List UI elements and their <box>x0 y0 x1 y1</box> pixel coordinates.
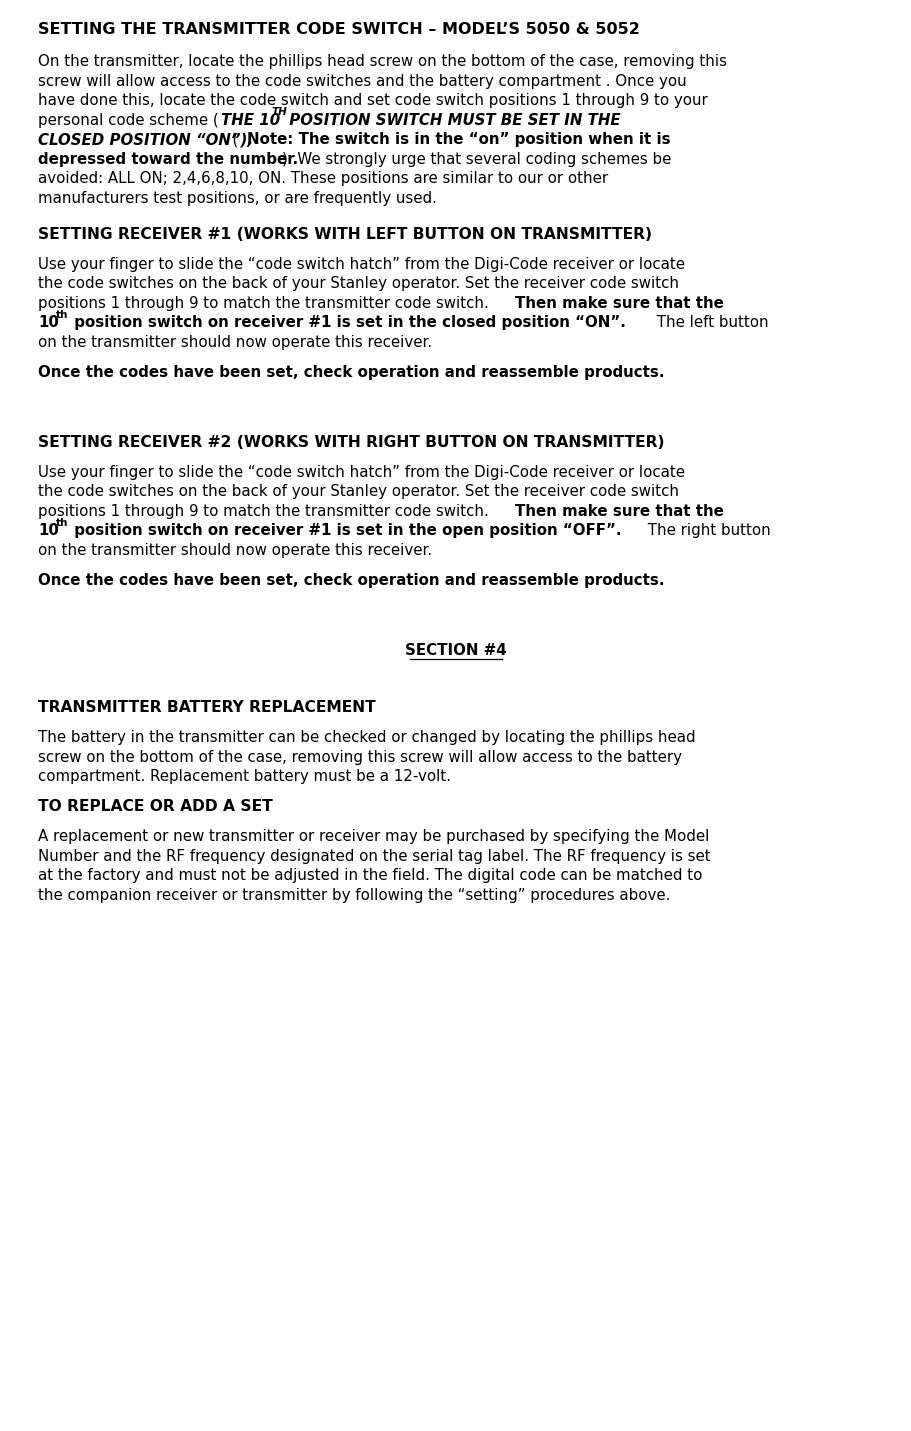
Text: avoided: ALL ON; 2,4,6,8,10, ON. These positions are similar to our or other: avoided: ALL ON; 2,4,6,8,10, ON. These p… <box>38 172 608 186</box>
Text: CLOSED POSITION “ON”),: CLOSED POSITION “ON”), <box>38 132 253 147</box>
Text: positions 1 through 9 to match the transmitter code switch.: positions 1 through 9 to match the trans… <box>38 296 493 311</box>
Text: 10: 10 <box>38 315 59 331</box>
Text: at the factory and must not be adjusted in the field. The digital code can be ma: at the factory and must not be adjusted … <box>38 869 701 883</box>
Text: Once the codes have been set, check operation and reassemble products.: Once the codes have been set, check oper… <box>38 365 664 379</box>
Text: screw on the bottom of the case, removing this screw will allow access to the ba: screw on the bottom of the case, removin… <box>38 750 681 764</box>
Text: On the transmitter, locate the phillips head screw on the bottom of the case, re: On the transmitter, locate the phillips … <box>38 54 726 69</box>
Text: The left button: The left button <box>650 315 767 331</box>
Text: th: th <box>56 311 67 321</box>
Text: SECTION #4: SECTION #4 <box>404 643 507 658</box>
Text: Use your finger to slide the “code switch hatch” from the Digi-Code receiver or : Use your finger to slide the “code switc… <box>38 465 684 479</box>
Text: ). We strongly urge that several coding schemes be: ). We strongly urge that several coding … <box>281 152 670 166</box>
Text: the companion receiver or transmitter by following the “setting” procedures abov: the companion receiver or transmitter by… <box>38 887 670 903</box>
Text: on the transmitter should now operate this receiver.: on the transmitter should now operate th… <box>38 335 432 351</box>
Text: position switch on receiver #1 is set in the open position “OFF”.: position switch on receiver #1 is set in… <box>68 524 620 538</box>
Text: POSITION SWITCH MUST BE SET IN THE: POSITION SWITCH MUST BE SET IN THE <box>283 113 620 127</box>
Text: positions 1 through 9 to match the transmitter code switch.: positions 1 through 9 to match the trans… <box>38 504 493 519</box>
Text: (: ( <box>222 132 238 147</box>
Text: on the transmitter should now operate this receiver.: on the transmitter should now operate th… <box>38 542 432 558</box>
Text: compartment. Replacement battery must be a 12-volt.: compartment. Replacement battery must be… <box>38 768 451 784</box>
Text: screw will allow access to the code switches and the battery compartment . Once : screw will allow access to the code swit… <box>38 73 686 89</box>
Text: 10: 10 <box>38 524 59 538</box>
Text: Then make sure that the: Then make sure that the <box>515 296 723 311</box>
Text: position switch on receiver #1 is set in the closed position “ON”.: position switch on receiver #1 is set in… <box>68 315 625 331</box>
Text: Number and the RF frequency designated on the serial tag label. The RF frequency: Number and the RF frequency designated o… <box>38 849 710 863</box>
Text: Use your finger to slide the “code switch hatch” from the Digi-Code receiver or : Use your finger to slide the “code switc… <box>38 258 684 272</box>
Text: TO REPLACE OR ADD A SET: TO REPLACE OR ADD A SET <box>38 798 272 814</box>
Text: manufacturers test positions, or are frequently used.: manufacturers test positions, or are fre… <box>38 190 436 206</box>
Text: th: th <box>56 518 67 528</box>
Text: TRANSMITTER BATTERY REPLACEMENT: TRANSMITTER BATTERY REPLACEMENT <box>38 700 375 716</box>
Text: SETTING RECEIVER #1 (WORKS WITH LEFT BUTTON ON TRANSMITTER): SETTING RECEIVER #1 (WORKS WITH LEFT BUT… <box>38 228 651 242</box>
Text: SETTING THE TRANSMITTER CODE SWITCH – MODEL’S 5050 & 5052: SETTING THE TRANSMITTER CODE SWITCH – MO… <box>38 21 640 37</box>
Text: A replacement or new transmitter or receiver may be purchased by specifying the : A replacement or new transmitter or rece… <box>38 829 709 844</box>
Text: personal code scheme (: personal code scheme ( <box>38 113 223 127</box>
Text: have done this, locate the code switch and set code switch positions 1 through 9: have done this, locate the code switch a… <box>38 93 707 109</box>
Text: Then make sure that the: Then make sure that the <box>515 504 723 519</box>
Text: TH: TH <box>271 107 287 117</box>
Text: THE 10: THE 10 <box>220 113 280 127</box>
Text: Once the codes have been set, check operation and reassemble products.: Once the codes have been set, check oper… <box>38 572 664 588</box>
Text: Note: The switch is in the “on” position when it is: Note: The switch is in the “on” position… <box>246 132 670 147</box>
Text: depressed toward the number.: depressed toward the number. <box>38 152 298 166</box>
Text: the code switches on the back of your Stanley operator. Set the receiver code sw: the code switches on the back of your St… <box>38 276 679 292</box>
Text: The battery in the transmitter can be checked or changed by locating the phillip: The battery in the transmitter can be ch… <box>38 730 695 746</box>
Text: SETTING RECEIVER #2 (WORKS WITH RIGHT BUTTON ON TRANSMITTER): SETTING RECEIVER #2 (WORKS WITH RIGHT BU… <box>38 435 664 449</box>
Text: The right button: The right button <box>642 524 770 538</box>
Text: the code switches on the back of your Stanley operator. Set the receiver code sw: the code switches on the back of your St… <box>38 484 679 499</box>
